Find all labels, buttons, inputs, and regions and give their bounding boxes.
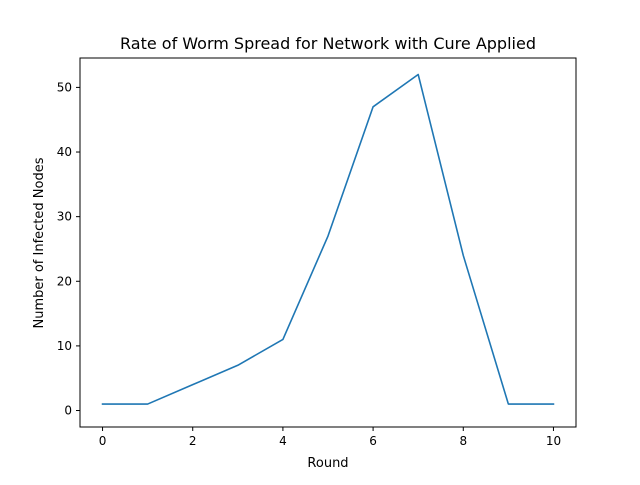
- y-tick-label: 0: [64, 404, 72, 418]
- y-tick-label: 20: [57, 274, 72, 288]
- x-tick-label: 2: [189, 434, 197, 448]
- x-axis-label: Round: [307, 456, 348, 471]
- plot-area: 0 2 4 6 8 10 0 10 20 30 40 50: [57, 57, 577, 448]
- x-tick-label: 4: [279, 434, 287, 448]
- chart-title: Rate of Worm Spread for Network with Cur…: [120, 34, 536, 53]
- plot-frame: [79, 57, 577, 428]
- y-axis-label: Number of Infected Nodes: [32, 157, 47, 328]
- x-tick-label: 10: [546, 434, 561, 448]
- series-line-0: [101, 73, 555, 405]
- x-tick-label: 0: [99, 434, 107, 448]
- x-tick-label: 6: [369, 434, 377, 448]
- y-tick-label: 40: [57, 145, 72, 159]
- y-tick-label: 10: [57, 339, 72, 353]
- y-tick-label: 30: [57, 210, 72, 224]
- y-tick-label: 50: [57, 80, 72, 94]
- x-tick-label: 8: [459, 434, 467, 448]
